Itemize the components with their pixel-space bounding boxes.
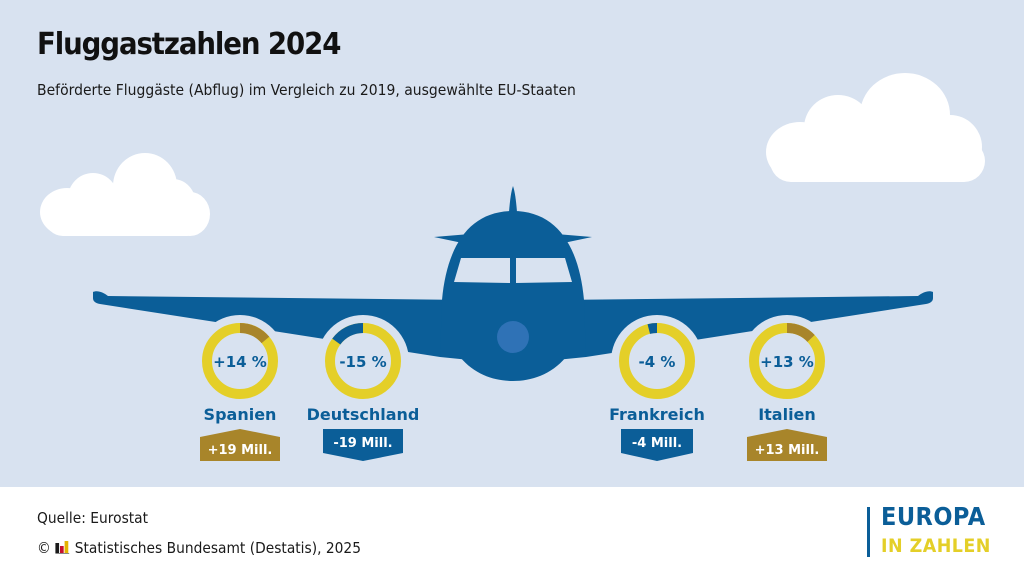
percent-label: -15 % <box>339 353 386 371</box>
badge-label: +19 Mill. <box>208 443 273 458</box>
donut-frankreich: -4 % Frankreich -4 Mill. <box>609 315 705 461</box>
illustration: +14 % Spanien +19 Mill. -15 % Deutschland -19… <box>40 73 985 461</box>
cockpit-window-right <box>516 258 572 283</box>
percent-label: +13 % <box>760 353 814 371</box>
decrease-badge <box>621 429 693 461</box>
country-label: Deutschland <box>307 405 420 424</box>
percent-label: -4 % <box>639 353 676 371</box>
donut-spanien: +14 % Spanien +19 Mill. <box>194 315 286 461</box>
source-note: Quelle: Eurostat <box>37 509 149 527</box>
logo-europa: EUROPA <box>881 502 986 531</box>
airplane-fin <box>509 186 517 212</box>
cloud-left <box>40 153 210 236</box>
donut-italien: +13 % Italien +13 Mill. <box>741 315 833 461</box>
donut-change-segment <box>332 323 363 345</box>
logo-in-zahlen: IN ZAHLEN <box>881 535 991 557</box>
percent-label: +14 % <box>213 353 267 371</box>
donut-deutschland: -15 % Deutschland -19 Mill. <box>307 315 420 461</box>
badge-label: -4 Mill. <box>632 436 682 451</box>
donut-change-segment <box>647 323 657 334</box>
cloud-right <box>766 73 985 182</box>
country-label: Italien <box>758 405 816 424</box>
cockpit-windows <box>454 258 572 283</box>
decrease-badge <box>323 429 403 461</box>
copyright-symbol: © <box>37 539 51 557</box>
cockpit-window-left <box>454 258 510 283</box>
chart-title: Fluggastzahlen 2024 <box>37 27 341 62</box>
airplane-fuselage <box>440 211 586 381</box>
destatis-logo-icon <box>55 541 70 554</box>
copyright-note: © Statistisches Bundesamt (Destatis), 20… <box>37 539 361 557</box>
copyright-text: Statistisches Bundesamt (Destatis), 2025 <box>74 539 361 557</box>
country-label: Spanien <box>204 405 277 424</box>
increase-badge <box>200 429 280 461</box>
logo-divider <box>867 507 870 557</box>
chart-subtitle: Beförderte Fluggäste (Abflug) im Verglei… <box>37 81 576 99</box>
engine-circle <box>497 321 529 353</box>
badge-label: -19 Mill. <box>333 436 392 451</box>
badge-label: +13 Mill. <box>755 443 820 458</box>
country-label: Frankreich <box>609 405 705 424</box>
donut-change-segment <box>240 323 270 344</box>
increase-badge <box>747 429 827 461</box>
donut-change-segment <box>787 323 815 342</box>
